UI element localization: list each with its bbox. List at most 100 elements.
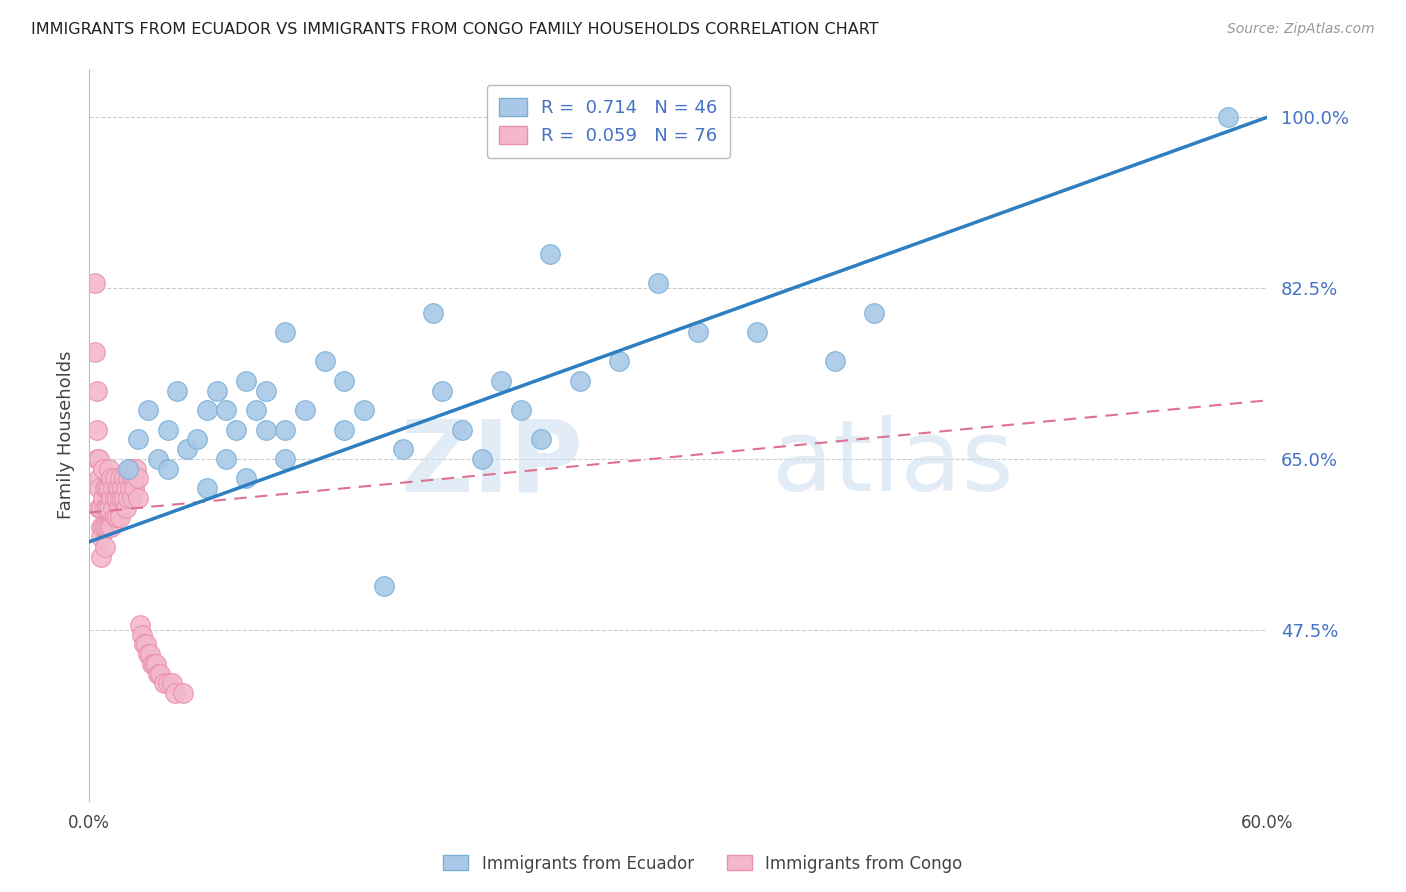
Point — [131, 627, 153, 641]
Point — [105, 510, 128, 524]
Point — [122, 471, 145, 485]
Text: Source: ZipAtlas.com: Source: ZipAtlas.com — [1227, 22, 1375, 37]
Point — [90, 520, 112, 534]
Y-axis label: Family Households: Family Households — [58, 351, 75, 519]
Point — [225, 423, 247, 437]
Point — [87, 451, 110, 466]
Point — [195, 481, 218, 495]
Legend: R =  0.714   N = 46, R =  0.059   N = 76: R = 0.714 N = 46, R = 0.059 N = 76 — [486, 85, 730, 158]
Point — [392, 442, 415, 457]
Point — [110, 471, 132, 485]
Point — [333, 374, 356, 388]
Point — [105, 481, 128, 495]
Point — [538, 247, 561, 261]
Point — [107, 500, 129, 515]
Point — [105, 491, 128, 505]
Point — [91, 491, 114, 505]
Point — [471, 451, 494, 466]
Point — [1216, 111, 1239, 125]
Point — [86, 423, 108, 437]
Point — [120, 481, 142, 495]
Point — [111, 491, 134, 505]
Point — [84, 344, 107, 359]
Point — [274, 423, 297, 437]
Point — [100, 471, 122, 485]
Point — [141, 657, 163, 671]
Point — [112, 491, 135, 505]
Point — [647, 277, 669, 291]
Point — [117, 491, 139, 505]
Point — [121, 471, 143, 485]
Point — [115, 481, 138, 495]
Point — [254, 423, 277, 437]
Text: atlas: atlas — [772, 416, 1014, 512]
Point — [314, 354, 336, 368]
Point — [294, 403, 316, 417]
Point — [90, 549, 112, 564]
Point — [110, 510, 132, 524]
Point — [568, 374, 591, 388]
Point — [146, 451, 169, 466]
Point — [135, 637, 157, 651]
Point — [215, 451, 238, 466]
Point — [94, 481, 117, 495]
Point — [152, 676, 174, 690]
Point — [136, 403, 159, 417]
Point — [127, 471, 149, 485]
Point — [96, 481, 118, 495]
Point — [432, 384, 454, 398]
Point — [125, 461, 148, 475]
Point — [100, 491, 122, 505]
Point — [100, 520, 122, 534]
Point — [107, 481, 129, 495]
Point — [117, 471, 139, 485]
Point — [333, 423, 356, 437]
Point — [96, 500, 118, 515]
Point — [122, 481, 145, 495]
Point — [215, 403, 238, 417]
Point — [90, 500, 112, 515]
Point — [745, 325, 768, 339]
Point — [176, 442, 198, 457]
Point — [235, 471, 257, 485]
Point — [160, 676, 183, 690]
Point — [863, 305, 886, 319]
Point — [245, 403, 267, 417]
Legend: Immigrants from Ecuador, Immigrants from Congo: Immigrants from Ecuador, Immigrants from… — [437, 848, 969, 880]
Point — [142, 657, 165, 671]
Point — [87, 471, 110, 485]
Point — [104, 491, 127, 505]
Point — [97, 500, 120, 515]
Point — [607, 354, 630, 368]
Point — [451, 423, 474, 437]
Point — [117, 461, 139, 475]
Point — [86, 451, 108, 466]
Point — [686, 325, 709, 339]
Point — [127, 433, 149, 447]
Point — [87, 500, 110, 515]
Point — [195, 403, 218, 417]
Point — [97, 461, 120, 475]
Point — [110, 491, 132, 505]
Point — [111, 481, 134, 495]
Point — [172, 686, 194, 700]
Point — [91, 461, 114, 475]
Point — [491, 374, 513, 388]
Point — [145, 657, 167, 671]
Point — [96, 520, 118, 534]
Point — [146, 666, 169, 681]
Point — [94, 540, 117, 554]
Point — [235, 374, 257, 388]
Point — [87, 481, 110, 495]
Point — [120, 461, 142, 475]
Point — [156, 423, 179, 437]
Point — [112, 471, 135, 485]
Point — [94, 520, 117, 534]
Point — [254, 384, 277, 398]
Point — [205, 384, 228, 398]
Point — [101, 500, 124, 515]
Point — [91, 520, 114, 534]
Point — [129, 617, 152, 632]
Point — [165, 686, 187, 700]
Point — [156, 676, 179, 690]
